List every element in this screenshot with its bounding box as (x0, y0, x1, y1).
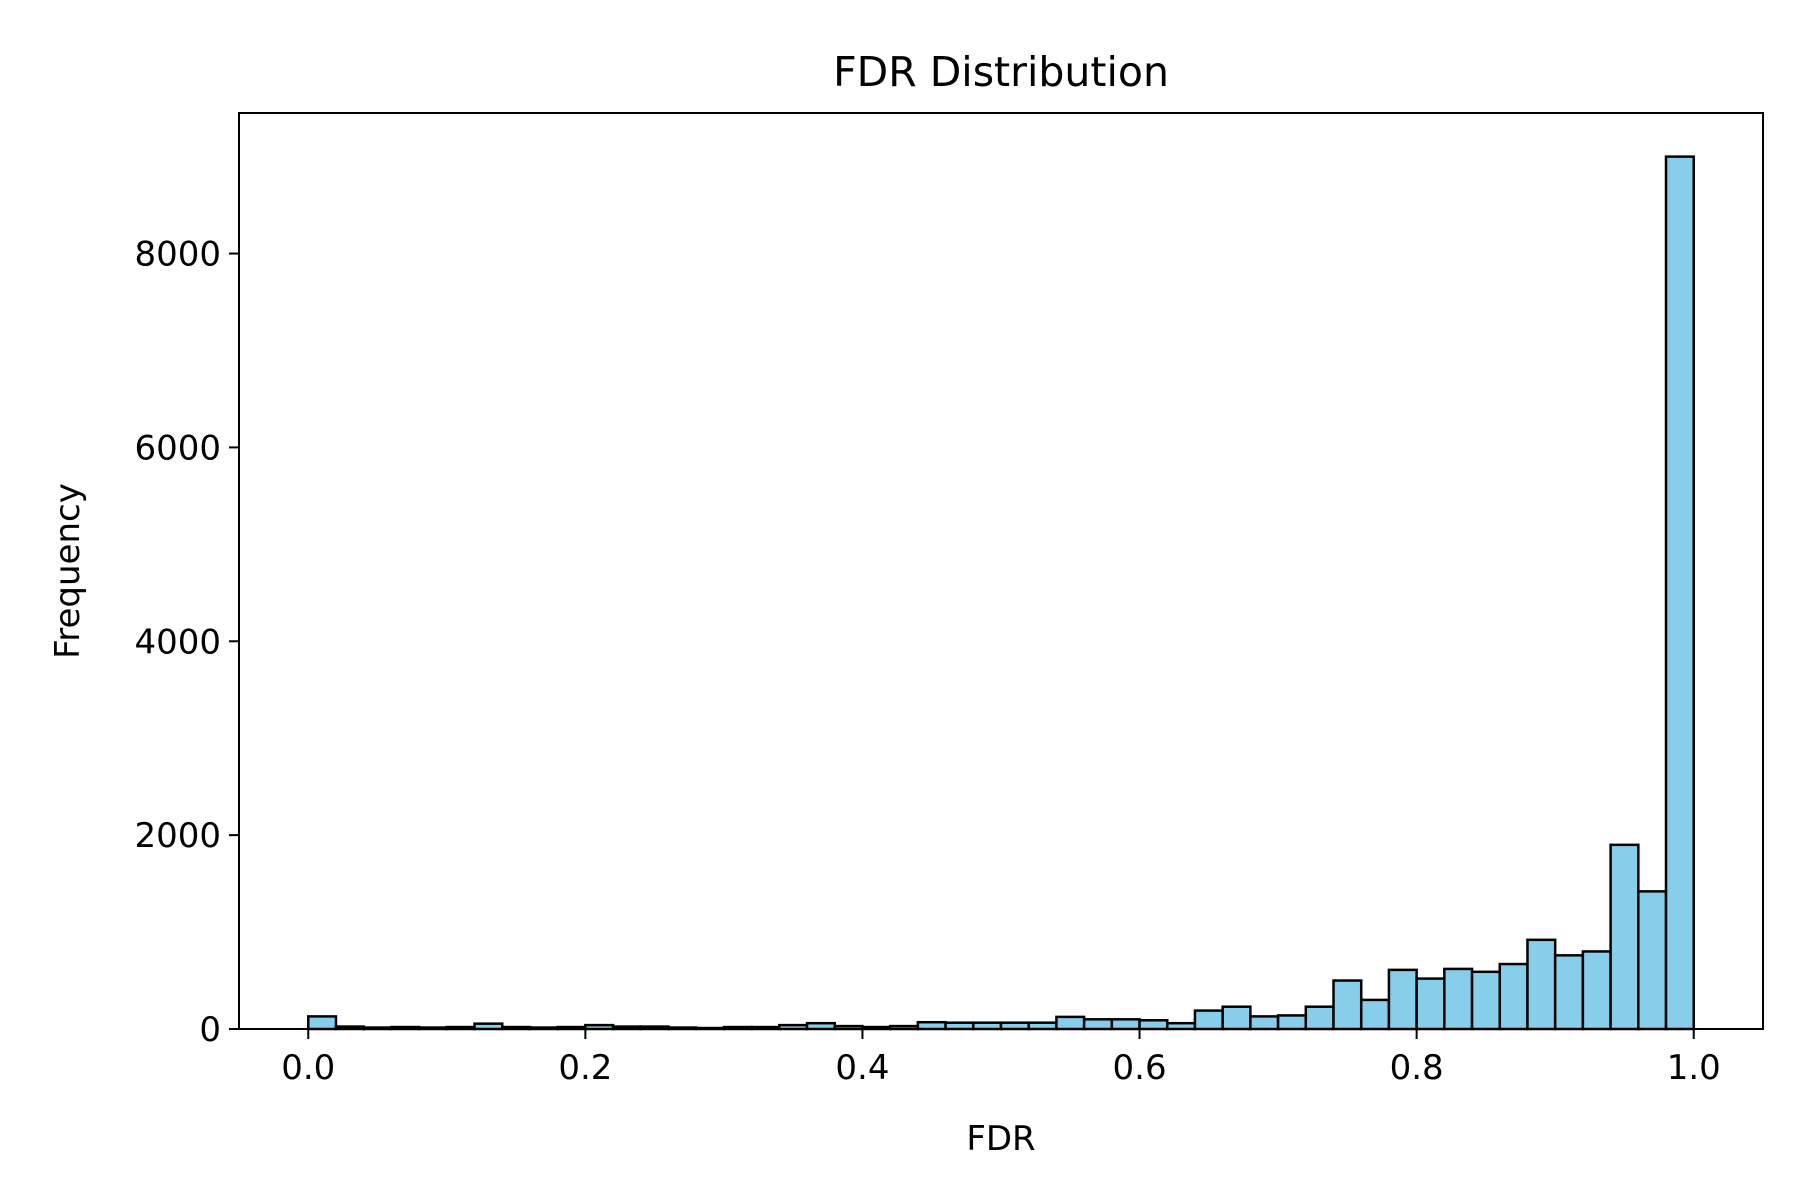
histogram-bar (1332, 979, 1363, 1031)
histogram-bar (1553, 954, 1585, 1031)
x-tick-label: 1.0 (1667, 1048, 1721, 1088)
histogram-bar (307, 1015, 338, 1031)
y-tick-label: 2000 (134, 816, 221, 856)
y-tick-label: 0 (199, 1010, 221, 1050)
x-tick-label: 0.4 (835, 1048, 889, 1088)
chart-title: FDR Distribution (833, 48, 1169, 96)
x-axis: 0.0 0.2 0.4 0.6 0.8 1.0 (281, 1029, 1721, 1088)
histogram-bar (916, 1020, 947, 1031)
histogram-bar (1637, 890, 1668, 1031)
x-tick-label: 0.2 (558, 1048, 612, 1088)
histogram-bar (1664, 155, 1695, 1031)
y-axis: 0 2000 4000 6000 8000 (134, 235, 239, 1050)
plot-frame (238, 112, 1764, 1030)
histogram-bar (1221, 1005, 1252, 1031)
histogram-bar (1498, 962, 1529, 1031)
histogram-bar (1110, 1018, 1141, 1031)
x-tick-label: 0.8 (1390, 1048, 1444, 1088)
histogram-bar (1249, 1015, 1280, 1031)
y-tick-label: 8000 (134, 235, 221, 275)
histogram-bar (1526, 938, 1557, 1031)
histogram-bar (1082, 1018, 1114, 1031)
y-tick-label: 4000 (134, 622, 221, 662)
y-tick-label: 6000 (134, 428, 221, 468)
histogram-bar (1193, 1009, 1224, 1031)
histogram-bar (1304, 1005, 1335, 1031)
x-tick-label: 0.6 (1113, 1048, 1167, 1088)
bars-layer (307, 155, 1695, 1031)
x-tick-label: 0.0 (281, 1048, 335, 1088)
histogram-bar (1581, 950, 1612, 1031)
x-axis-title: FDR (966, 1119, 1035, 1159)
histogram-bar (1138, 1019, 1169, 1031)
histogram-bar (1415, 977, 1446, 1031)
histogram-bar (1359, 998, 1391, 1031)
histogram-bar (1276, 1014, 1308, 1031)
y-axis-title: Frequency (48, 483, 88, 659)
histogram-bar (1443, 967, 1474, 1031)
histogram-bar (1470, 970, 1502, 1031)
histogram-bar (1387, 968, 1418, 1031)
histogram-bar (1055, 1015, 1086, 1031)
histogram-bar (1609, 843, 1640, 1031)
